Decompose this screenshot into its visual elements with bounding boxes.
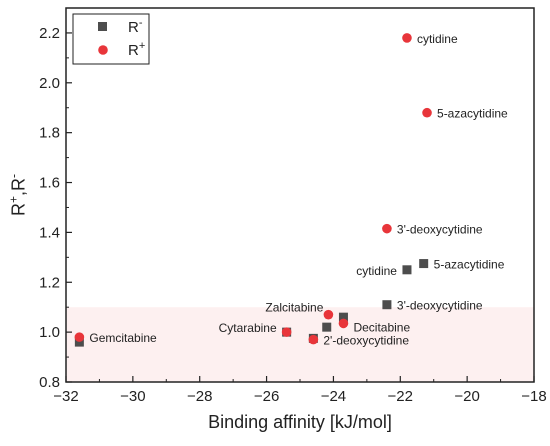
y-tick-label: 2.0 [39, 75, 60, 92]
data-points [74, 33, 432, 347]
y-tick-label: 0.8 [39, 374, 60, 391]
point-r-minus [338, 312, 348, 322]
y-tick-label: 1.2 [39, 274, 60, 291]
legend-r-minus-base: R [128, 19, 139, 36]
point-r-minus [419, 259, 429, 269]
y-title-sup-plus: + [6, 196, 20, 203]
y-tick-label: 1.8 [39, 125, 60, 142]
point-r-minus [402, 265, 412, 275]
point-label: 5-azacytidine [437, 107, 508, 121]
y-tick-label: 2.2 [39, 25, 60, 42]
legend-r-minus-sup: - [139, 17, 143, 29]
point-label: 5-azacytidine [434, 258, 505, 272]
point-r-plus [308, 334, 319, 345]
x-tick-label: −30 [120, 388, 145, 405]
point-label: Decitabine [353, 320, 410, 334]
legend-r-plus-base: R [128, 42, 139, 59]
point-r-minus [74, 337, 84, 347]
x-axis: −32 −30 −28 −26 −24 −22 −20 −18 [53, 376, 547, 405]
x-tick-label: −20 [454, 388, 479, 405]
legend: R- R+ [72, 13, 150, 65]
x-tick-label: −18 [521, 388, 546, 405]
point-r-plus [402, 33, 412, 43]
legend-box [72, 13, 150, 65]
point-r-minus [322, 322, 332, 332]
legend-marker-r-minus [98, 22, 107, 31]
point-r-plus [382, 223, 392, 234]
point-label: cytidine [356, 264, 397, 278]
point-r-plus [281, 327, 292, 337]
point-label: 3'-deoxycytidine [397, 223, 483, 237]
x-tick-label: −28 [187, 388, 212, 405]
point-r-plus [74, 332, 85, 342]
point-label: Gemcitabine [89, 331, 157, 345]
point-labels: 3'-deoxycytidine cytidine 5-azacytidine Gem… [89, 32, 508, 348]
y-axis: 0.8 1.0 1.2 1.4 1.6 1.8 2.0 2.2 [39, 25, 72, 391]
x-tick-label: −32 [53, 388, 78, 405]
legend-marker-r-plus [98, 45, 108, 55]
point-r-plus [338, 318, 349, 329]
y-title-sup-minus: - [6, 174, 20, 178]
legend-r-plus-sup: + [139, 40, 145, 52]
y-title-r1: R [8, 203, 28, 216]
x-tick-label: −26 [254, 388, 279, 405]
shaded-region [66, 307, 534, 382]
x-tick-label: −22 [388, 388, 413, 405]
x-axis-title: Binding affinity [kJ/mol] [208, 412, 392, 432]
point-r-plus [422, 107, 432, 118]
point-label: Zalcitabine [265, 301, 323, 315]
y-tick-label: 1.0 [39, 324, 60, 341]
point-label: 2'-deoxycytidine [323, 334, 409, 348]
legend-label-r-minus: R- [128, 17, 143, 36]
y-title-r2: ,R [8, 178, 28, 196]
y-axis-title: R+,R- [6, 174, 28, 216]
point-r-plus [323, 309, 334, 320]
point-r-minus [382, 300, 392, 310]
y-tick-label: 1.4 [39, 224, 60, 241]
legend-label-r-plus: R+ [128, 40, 145, 59]
point-label: Cytarabine [219, 321, 277, 335]
x-tick-label: −24 [321, 388, 346, 405]
y-tick-label: 1.6 [39, 175, 60, 192]
point-label: 3'-deoxycytidine [397, 299, 483, 313]
point-label: cytidine [417, 32, 458, 46]
